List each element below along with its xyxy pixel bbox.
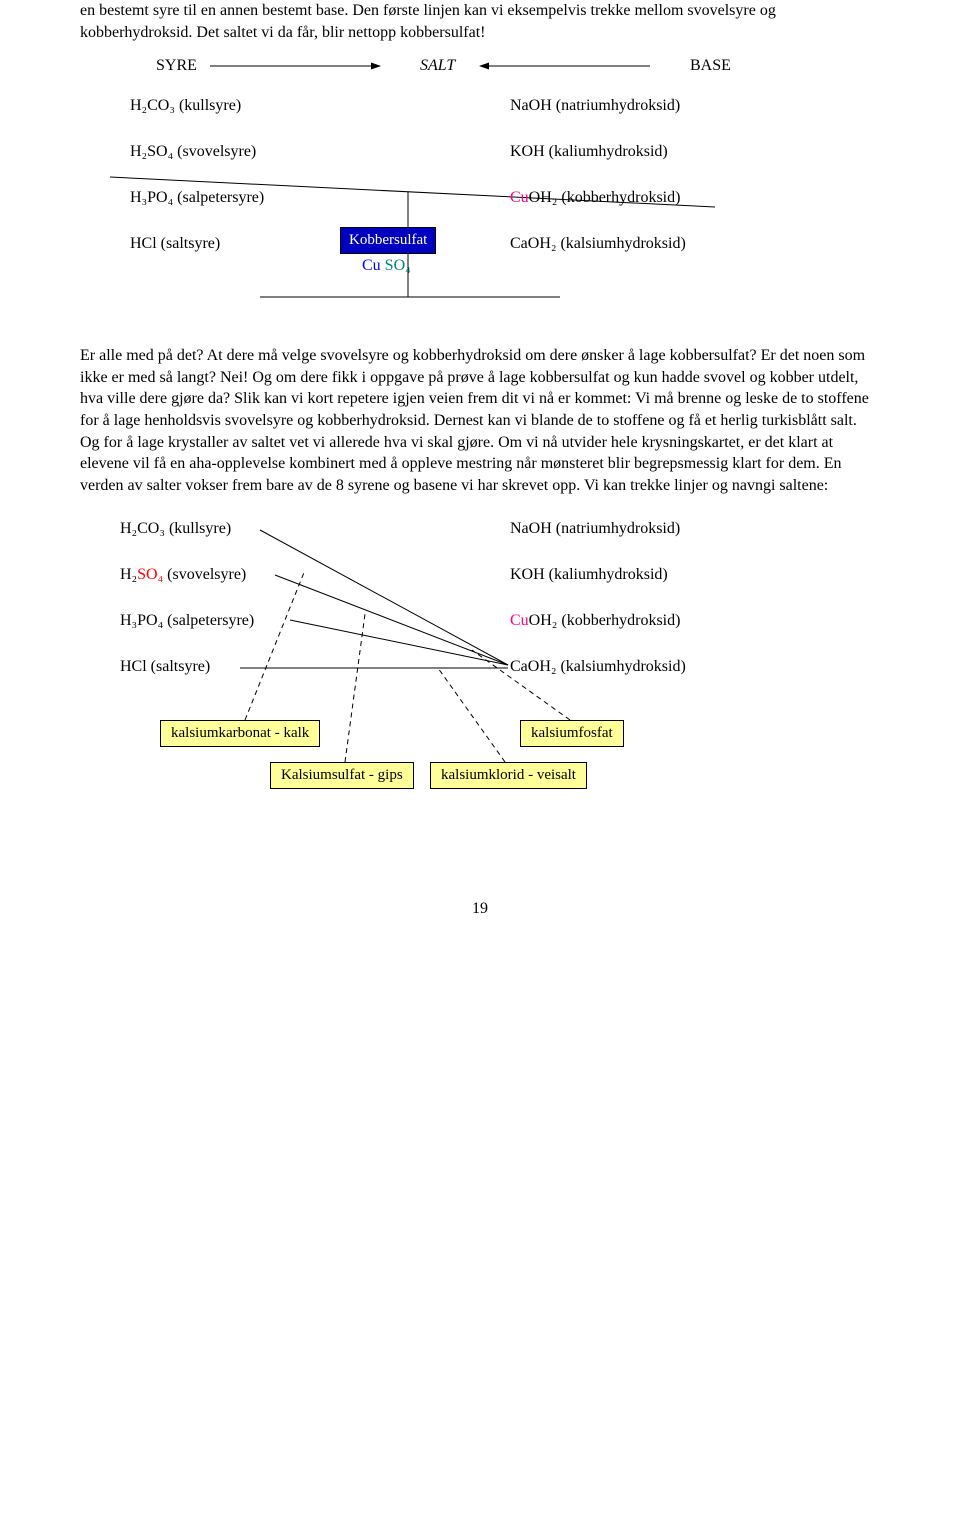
kalsiumfosfat-box: kalsiumfosfat: [520, 720, 624, 747]
page-number: 19: [80, 900, 880, 918]
kalsiumkarbonat-box: kalsiumkarbonat - kalk: [160, 720, 320, 747]
d2-base3: CuOH₂ (kobberhydroksid): [510, 612, 680, 630]
d2-acid1: H₂CO₃ (kullsyre): [120, 520, 231, 538]
d1-base3: CuOH₂ (kobberhydroksid): [510, 189, 680, 207]
intro-paragraph: en bestemt syre til en annen bestemt bas…: [80, 0, 880, 43]
d1-acid1: H₂CO₃ (kullsyre): [130, 97, 241, 115]
d2-acid2: H₂SO₄ (svovelsyre): [120, 566, 246, 584]
d1-base4: CaOH₂ (kalsiumhydroksid): [510, 235, 686, 253]
d2-base1: NaOH (natriumhydroksid): [510, 520, 680, 538]
d2-acid3: H₃PO₄ (salpetersyre): [120, 612, 254, 630]
diagram-crossing-map: H₂CO₃ (kullsyre) H₂SO₄ (svovelsyre) H₃PO…: [80, 510, 880, 840]
d2-base4: CaOH₂ (kalsiumhydroksid): [510, 658, 686, 676]
d1-acid2: H₂SO₄ (svovelsyre): [130, 143, 256, 161]
diagram-syre-salt-base: SYRE SALT BASE H₂CO₃ (kullsyre) H₂SO₄ (s…: [80, 57, 880, 327]
header-salt: SALT: [420, 57, 455, 75]
d2-base2: KOH (kaliumhydroksid): [510, 566, 668, 584]
kobbersulfat-box: Kobbersulfat: [340, 227, 436, 254]
d1-base1: NaOH (natriumhydroksid): [510, 97, 680, 115]
kalsiumklorid-box: kalsiumklorid - veisalt: [430, 762, 587, 789]
d1-acid3: H₃PO₄ (salpetersyre): [130, 189, 264, 207]
d1-base2: KOH (kaliumhydroksid): [510, 143, 668, 161]
header-base: BASE: [690, 57, 731, 75]
header-syre: SYRE: [156, 57, 197, 75]
d2-acid4: HCl (saltsyre): [120, 658, 210, 676]
d1-acid4: HCl (saltsyre): [130, 235, 220, 253]
mid-paragraph: Er alle med på det? At dere må velge svo…: [80, 345, 880, 496]
kalsiumsulfat-box: Kalsiumsulfat - gips: [270, 762, 414, 789]
cu-so4-label: Cu SO₄: [362, 257, 411, 275]
